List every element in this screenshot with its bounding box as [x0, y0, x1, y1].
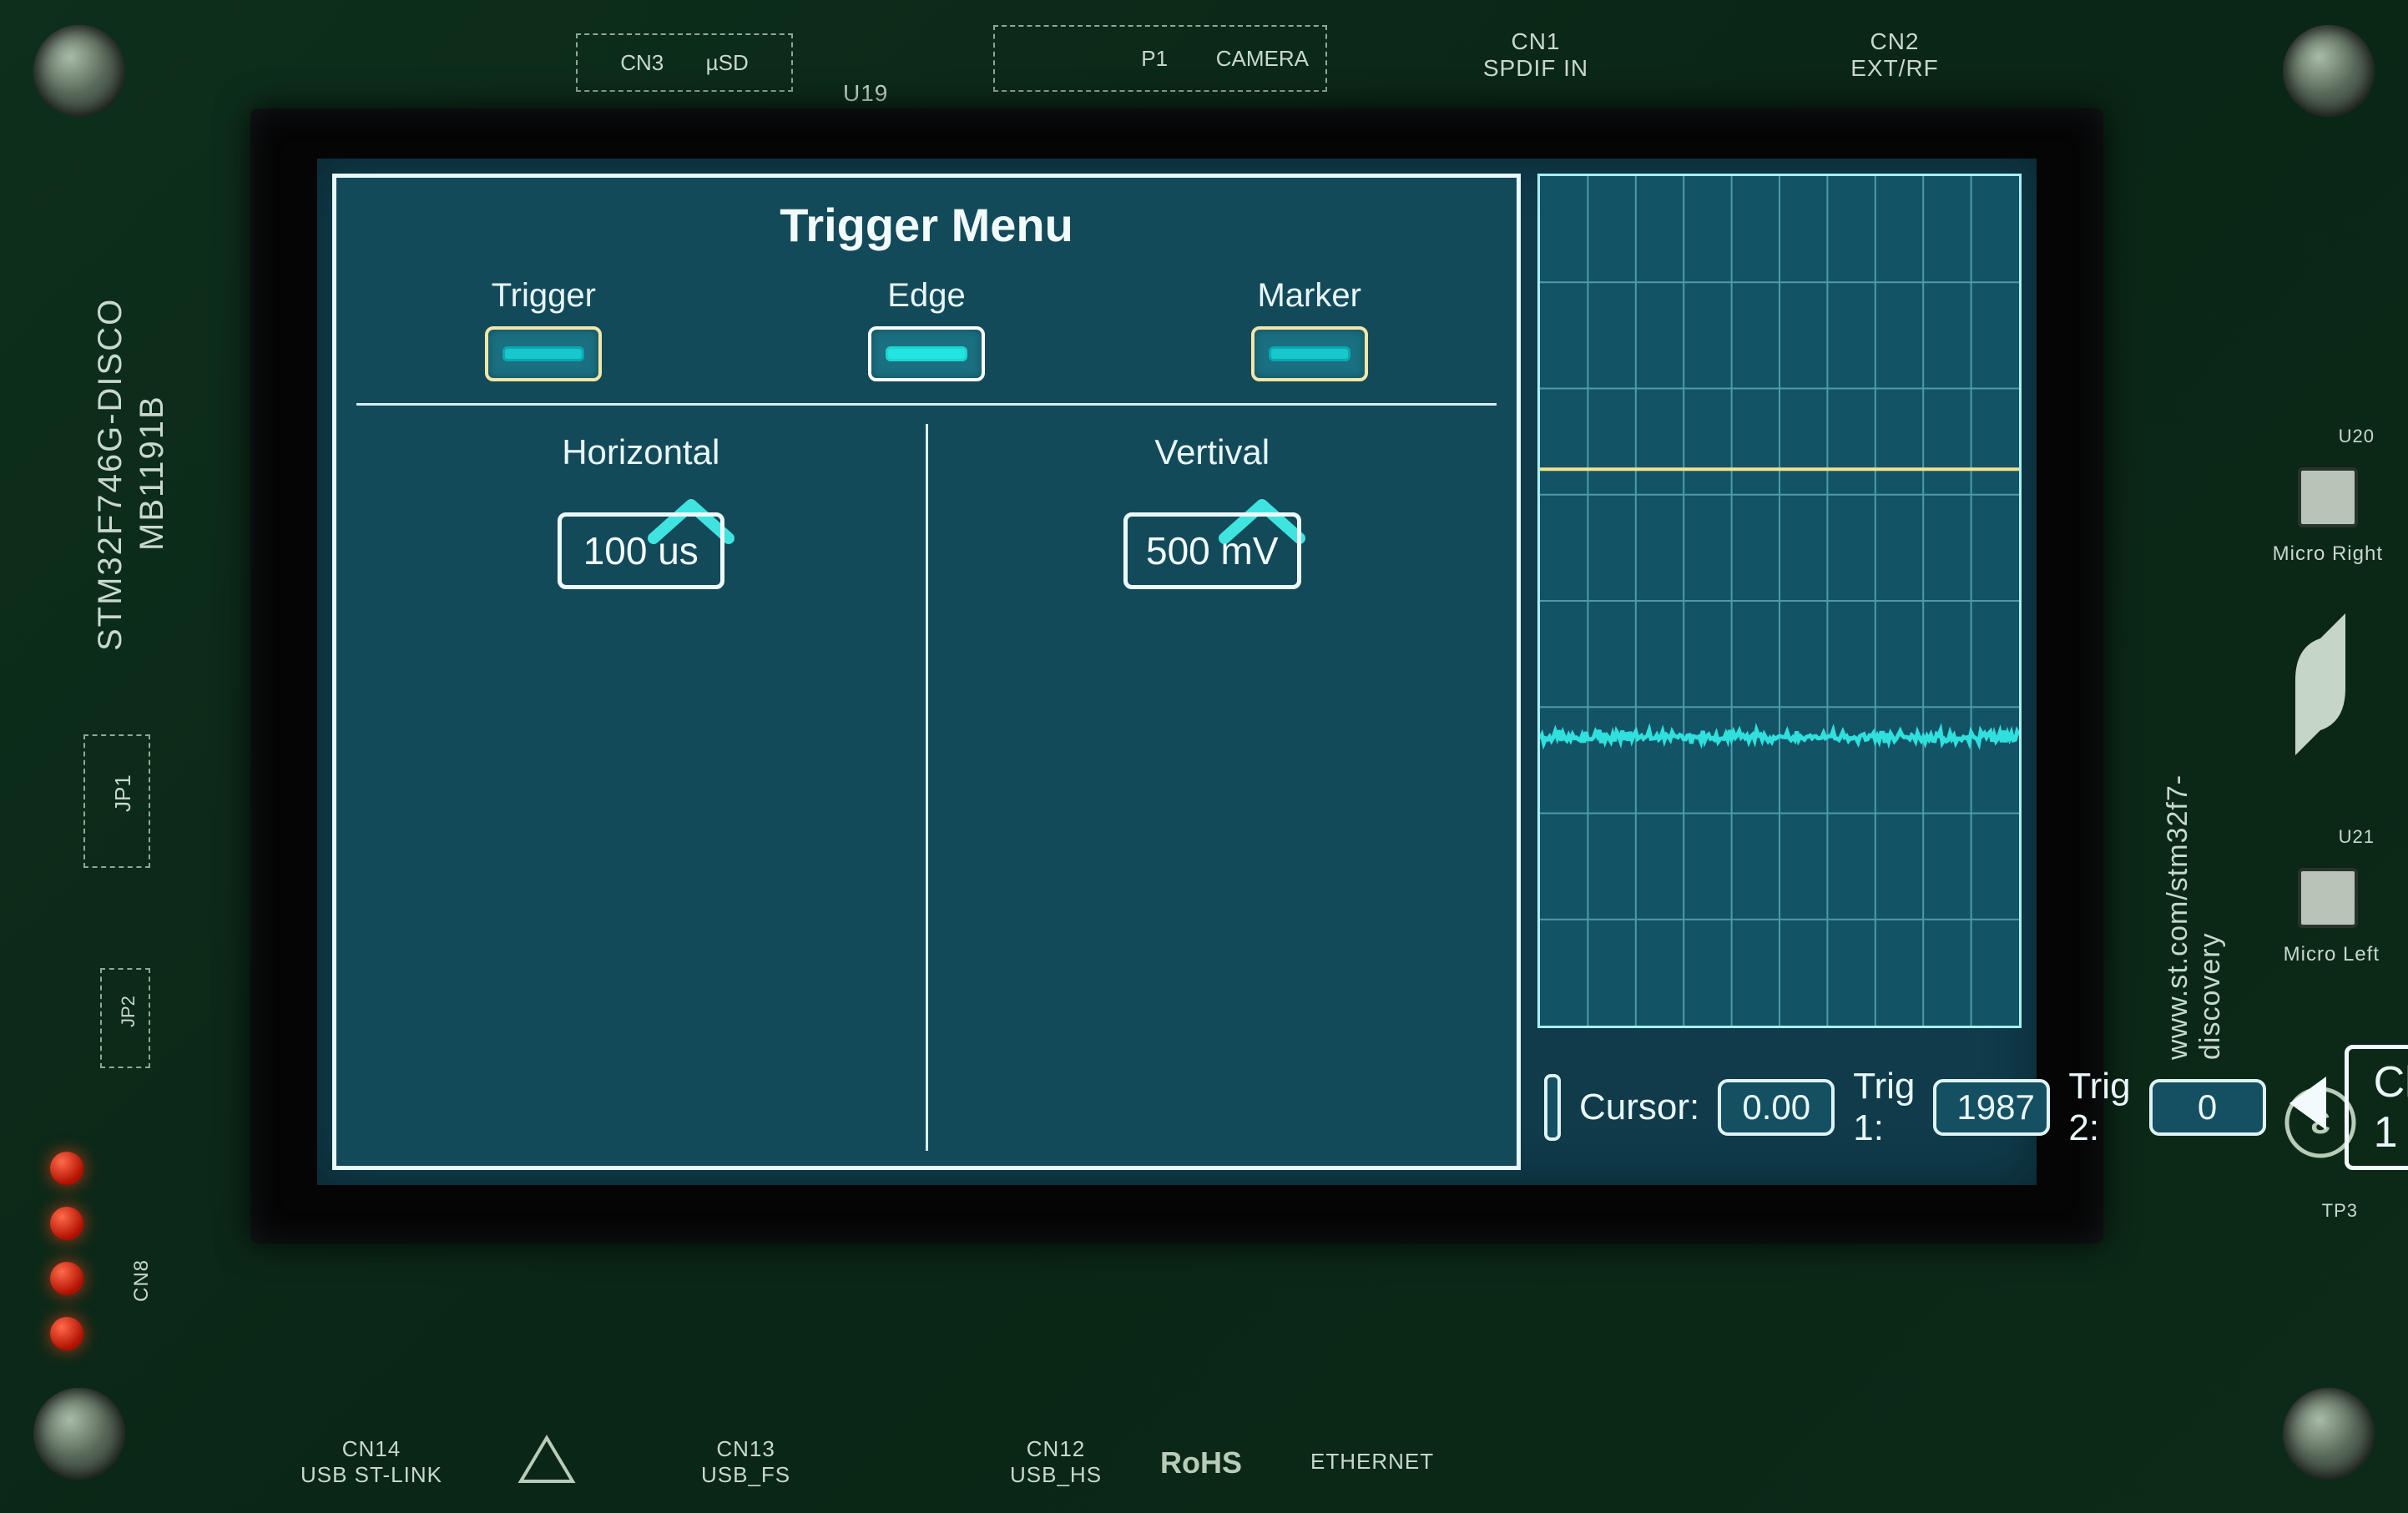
channel-selector: Channel 1 — [2284, 1045, 2408, 1170]
silk-cn14: CN14USB ST-LINK — [300, 1436, 442, 1488]
silk-u19: U19 — [843, 80, 888, 107]
trig2-label: Trig 2: — [2068, 1066, 2130, 1149]
silk-micro-right: Micro Right — [2273, 542, 2383, 566]
toggle-trigger-label: Trigger — [492, 277, 596, 315]
trig1-value[interactable]: 1987 — [1933, 1079, 2050, 1136]
silk-ethernet: ETHERNET — [1310, 1449, 1434, 1475]
vertical-label: Vertival — [1154, 432, 1270, 472]
silk-model: STM32F746G-DISCO — [92, 298, 129, 651]
mounting-hole — [33, 25, 125, 117]
silk-micro-left: Micro Left — [2284, 943, 2380, 966]
hv-row: Horizontal 100 us Vertival 500 mV — [356, 424, 1497, 1151]
silk-cn1: CN1SPDIF IN — [1469, 28, 1603, 82]
led-strip — [50, 1152, 83, 1350]
toggle-trigger-button[interactable] — [485, 326, 602, 381]
svg-text:RoHS: RoHS — [1160, 1445, 1242, 1480]
menu-button[interactable] — [1544, 1074, 1561, 1141]
toggle-row: Trigger Edge Marker — [356, 277, 1497, 381]
vertical-value[interactable]: 500 mV — [1123, 512, 1301, 589]
mounting-hole — [2283, 1388, 2375, 1480]
toggle-marker: Marker — [1125, 277, 1493, 381]
toggle-edge: Edge — [743, 277, 1111, 381]
esd-icon — [517, 1435, 576, 1485]
horizontal-group: Horizontal 100 us — [356, 424, 926, 1151]
channel-label[interactable]: Channel 1 — [2345, 1045, 2408, 1170]
silk-jp1: JP1 — [83, 734, 150, 868]
silk-url: www.st.com/stm32f7-discovery — [2162, 774, 2227, 1060]
silk-cn8: CN8 — [130, 1259, 154, 1302]
silk-model2: MB1191B — [134, 395, 171, 551]
cursor-label: Cursor: — [1579, 1087, 1699, 1128]
mounting-hole — [33, 1388, 125, 1480]
panel-title: Trigger Menu — [356, 198, 1497, 252]
waveform-plot[interactable] — [1537, 174, 2022, 1028]
silk-u20: U20 — [2339, 426, 2375, 447]
trig2-value[interactable]: 0 — [2149, 1079, 2266, 1136]
st-logo-icon — [2266, 601, 2358, 768]
cursor-value[interactable]: 0.00 — [1718, 1079, 1835, 1136]
triangle-left-icon — [2284, 1073, 2330, 1133]
silk-tp3: TP3 — [2322, 1200, 2358, 1222]
mic-left-conn — [2298, 868, 2358, 928]
bottom-bar: Cursor: 0.00 Trig 1: 1987 Trig 2: 0 Chan… — [1537, 1045, 2022, 1170]
rohs-icon: RoHS — [1160, 1440, 1260, 1485]
mic-right-conn — [2298, 467, 2358, 527]
trig1-label: Trig 1: — [1853, 1066, 1915, 1149]
silk-cn3: CN3 µSD — [576, 33, 793, 92]
toggle-edge-button[interactable] — [868, 326, 985, 381]
toggle-marker-label: Marker — [1257, 277, 1360, 315]
silk-u21: U21 — [2339, 826, 2375, 848]
silk-cn2: CN2EXT/RF — [1828, 28, 1961, 82]
toggle-marker-button[interactable] — [1251, 326, 1368, 381]
lcd-bezel: Trigger Menu Trigger Edge Marker — [250, 108, 2103, 1243]
dev-board: CN3 µSD U19 P1 CAMERA CN1SPDIF IN CN2EXT… — [0, 0, 2408, 1513]
panel-divider — [356, 403, 1497, 406]
toggle-edge-label: Edge — [887, 277, 965, 315]
silk-cn12: CN12USB_HS — [1010, 1436, 1102, 1488]
toggle-trigger: Trigger — [360, 277, 728, 381]
vertical-group: Vertival 500 mV — [926, 424, 1497, 1151]
silk-camera: P1 CAMERA — [993, 25, 1327, 92]
horizontal-label: Horizontal — [562, 432, 719, 472]
trigger-menu-panel: Trigger Menu Trigger Edge Marker — [332, 174, 1521, 1170]
channel-prev-button[interactable] — [2284, 1073, 2330, 1142]
silk-jp2: JP2 — [100, 968, 150, 1068]
lcd-screen: Trigger Menu Trigger Edge Marker — [317, 159, 2037, 1185]
horizontal-value[interactable]: 100 us — [558, 512, 724, 589]
silk-cn13: CN13USB_FS — [701, 1436, 790, 1488]
mounting-hole — [2283, 25, 2375, 117]
